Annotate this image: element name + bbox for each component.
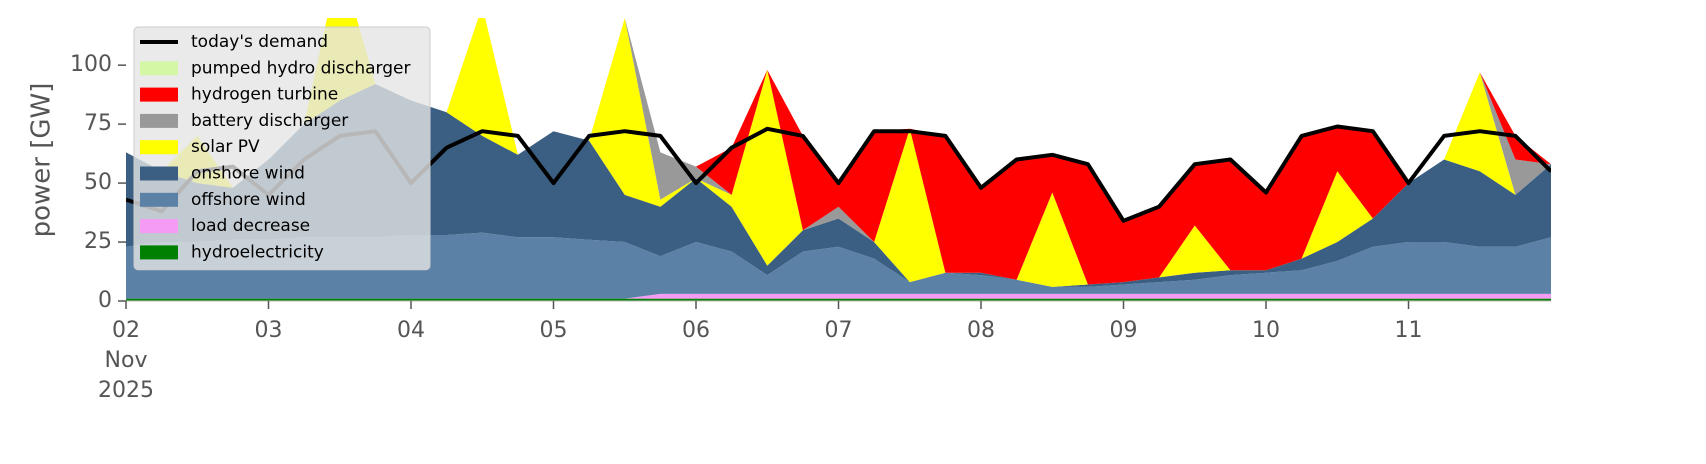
area <box>126 298 1551 301</box>
legend-label: offshore wind <box>191 190 306 210</box>
x-tick-label: 10 <box>1252 318 1280 343</box>
legend-swatch <box>140 113 178 128</box>
area <box>126 293 1551 299</box>
legend-label: today's demand <box>191 32 328 52</box>
area <box>126 232 1551 299</box>
legend-swatch <box>140 140 178 155</box>
area <box>126 18 1551 285</box>
x-tick-label: 03 <box>255 318 283 343</box>
y-tick-label: 100 <box>70 52 112 77</box>
y-axis-label: power [GW] <box>27 83 57 238</box>
legend-swatch <box>140 192 178 207</box>
legend-swatch <box>140 219 178 234</box>
x-tick-label: 06 <box>682 318 710 343</box>
legend-label: battery discharger <box>191 111 348 131</box>
x-tick-label: 07 <box>825 318 853 343</box>
area <box>126 18 1551 287</box>
legend-label: onshore wind <box>191 164 305 184</box>
x-tick-label: 02 Nov 2025 <box>98 318 154 403</box>
x-tick-label: 09 <box>1110 318 1138 343</box>
y-tick-label: 0 <box>98 288 112 313</box>
legend-swatch <box>140 245 178 260</box>
y-tick-label: 75 <box>84 111 112 136</box>
x-tick-label: 11 <box>1395 318 1423 343</box>
legend-label: hydrogen turbine <box>191 85 338 105</box>
legend-label: solar PV <box>191 137 260 157</box>
x-tick-label: 05 <box>540 318 568 343</box>
y-tick-label: 50 <box>84 170 112 195</box>
legend-label: hydroelectricity <box>191 242 324 262</box>
legend-swatch <box>140 61 178 76</box>
x-tick-label: 04 <box>397 318 425 343</box>
legend-box <box>133 26 431 271</box>
legend-label: pumped hydro discharger <box>191 58 410 78</box>
y-tick-label: 25 <box>84 229 112 254</box>
legend-swatch <box>140 166 178 181</box>
legend-swatch <box>140 87 178 102</box>
x-tick-label: 08 <box>967 318 995 343</box>
legend-label: load decrease <box>191 216 310 236</box>
